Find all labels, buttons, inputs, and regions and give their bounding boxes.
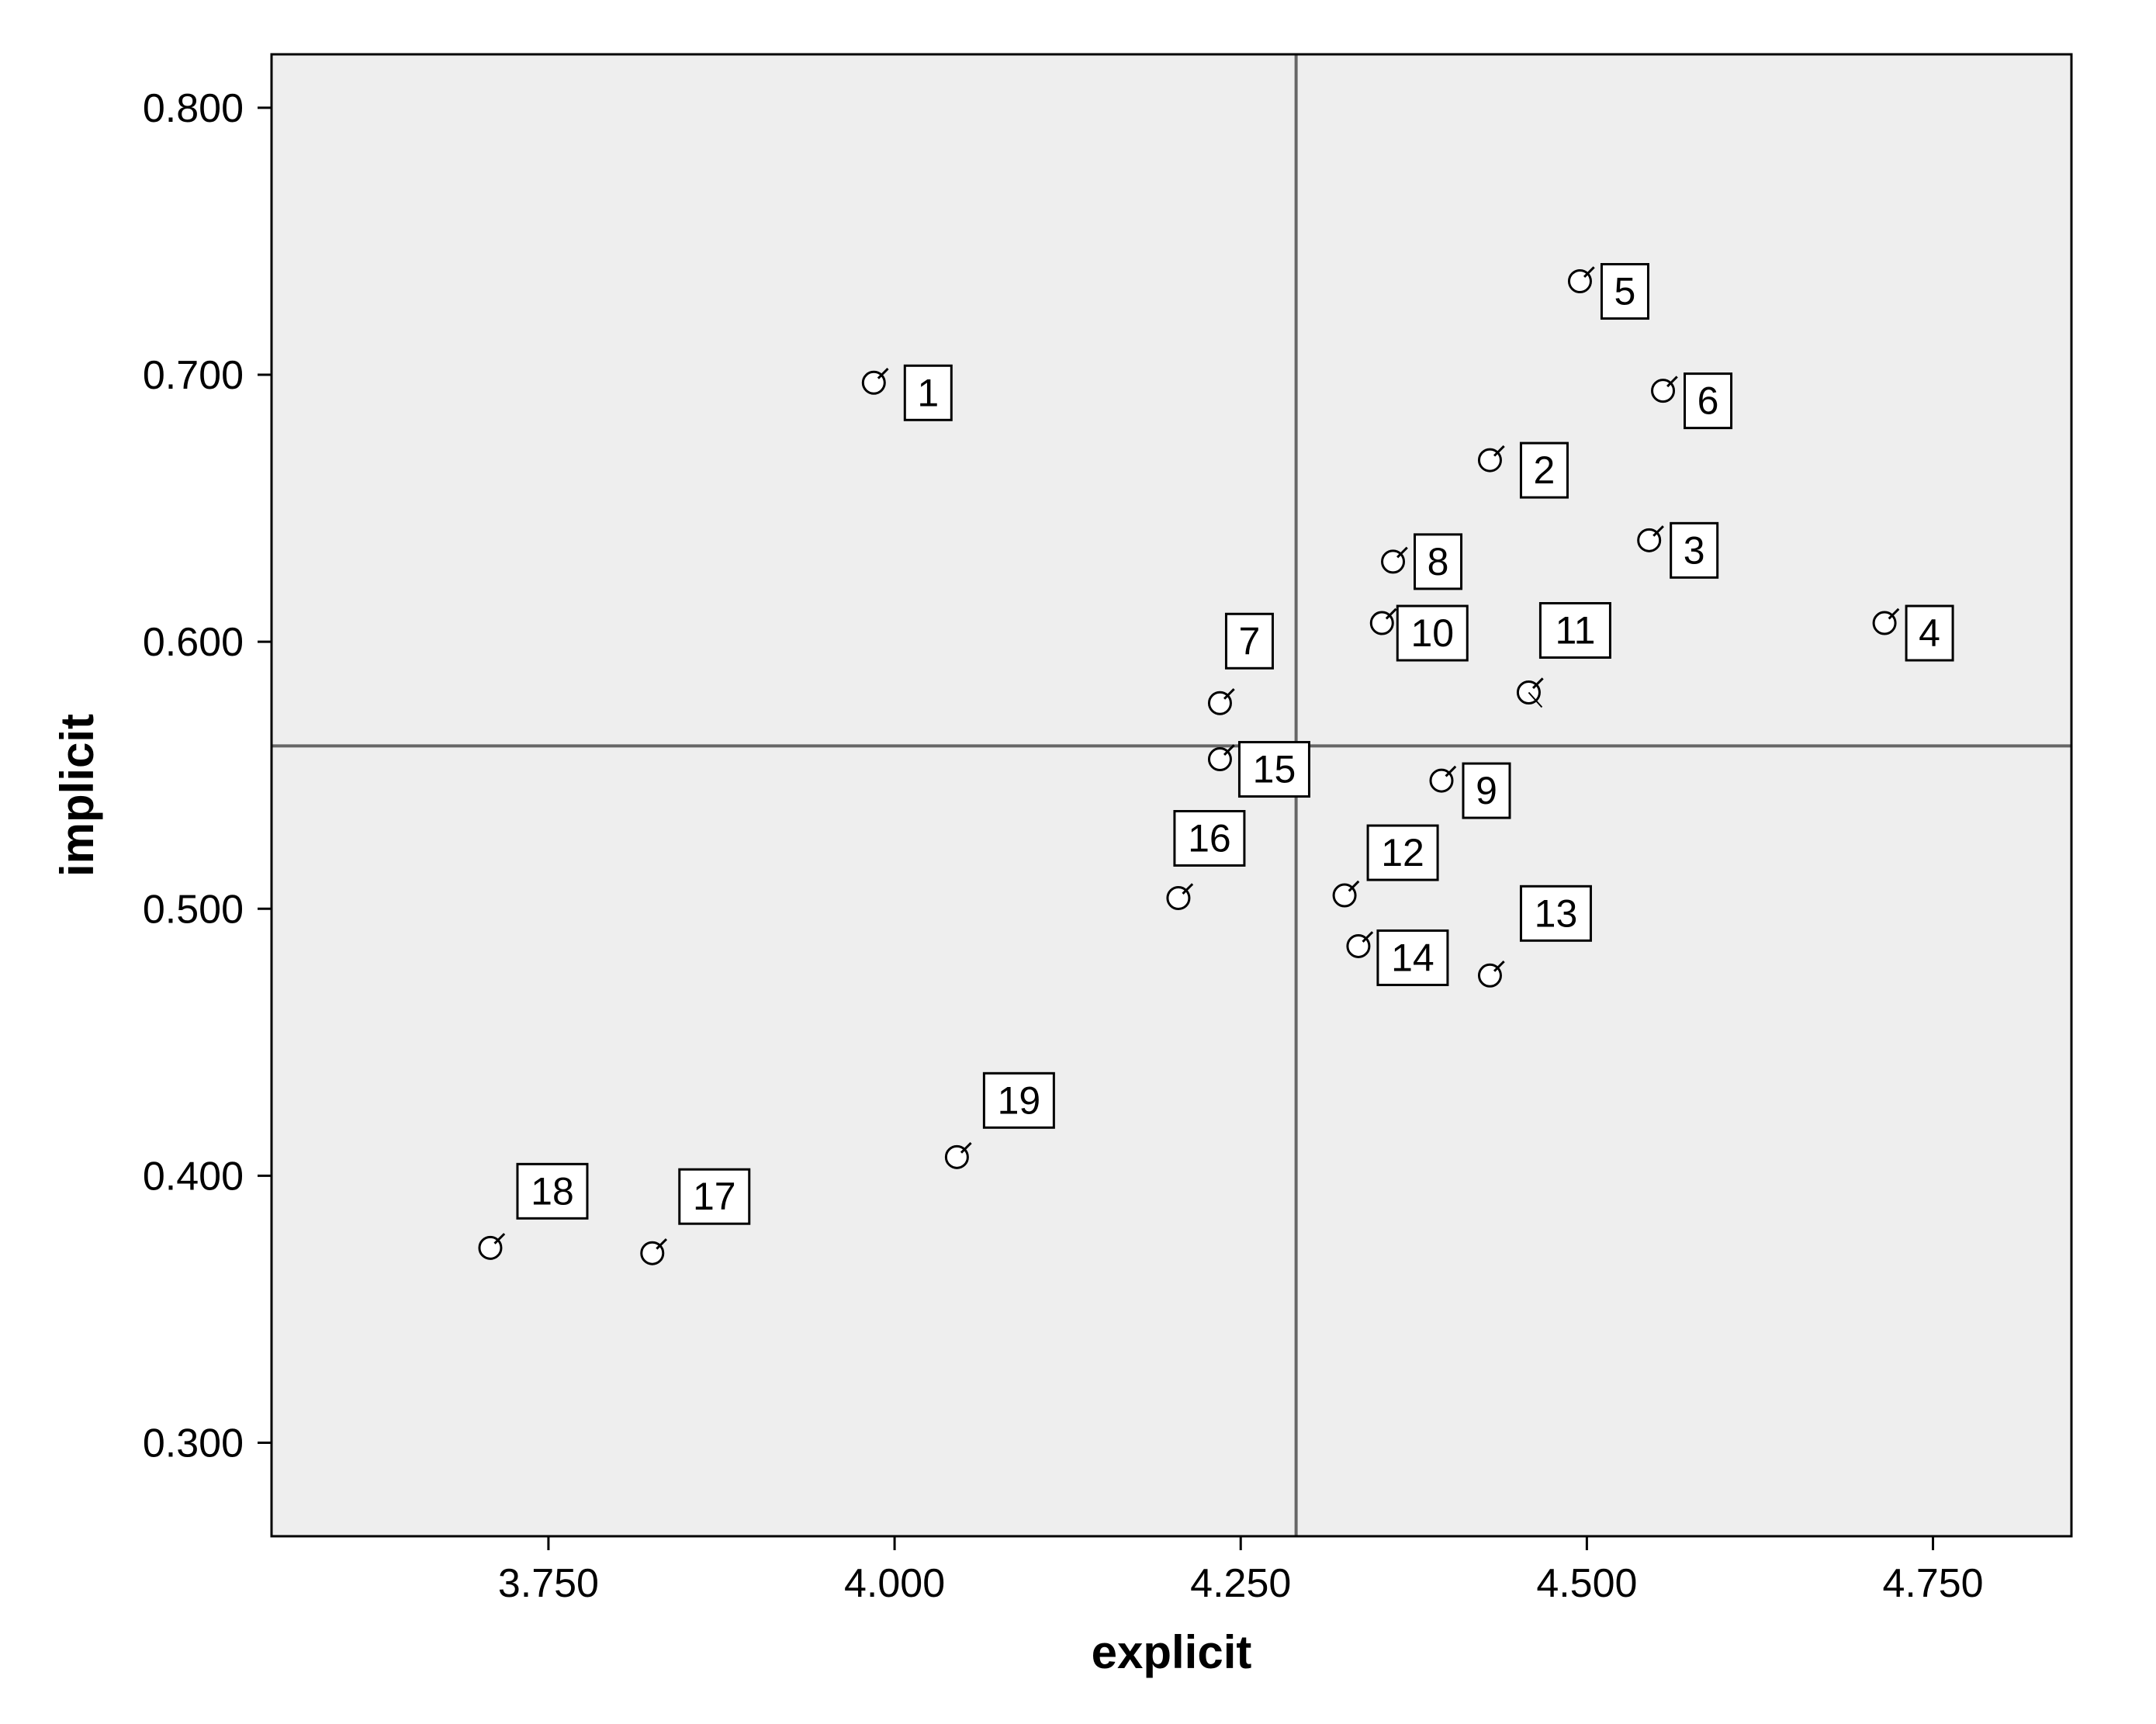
- point-label: 8: [1428, 540, 1449, 583]
- x-tick-label: 4.250: [1190, 1561, 1291, 1606]
- chart-svg: 3.750 4.000 4.250 4.500 4.750 0.300 0.400 0.500…: [0, 0, 2156, 1724]
- point-label: 9: [1476, 769, 1497, 812]
- point-label: 4: [1919, 611, 1940, 655]
- point-label: 15: [1253, 748, 1296, 791]
- point-label: 14: [1391, 936, 1434, 979]
- y-tick-label: 0.500: [143, 887, 244, 932]
- plot-area: [272, 54, 2071, 1536]
- point-label: 18: [531, 1169, 574, 1213]
- y-tick-label: 0.600: [143, 620, 244, 665]
- y-tick-label: 0.800: [143, 86, 244, 131]
- point-label: 6: [1697, 379, 1719, 423]
- point-label: 11: [1555, 609, 1595, 653]
- y-tick-label: 0.300: [143, 1421, 244, 1466]
- point-label: 13: [1535, 891, 1578, 935]
- scatter-chart: 3.750 4.000 4.250 4.500 4.750 0.300 0.400 0.500…: [0, 0, 2156, 1724]
- point-label: 5: [1614, 270, 1636, 313]
- point-label: 2: [1534, 448, 1556, 492]
- point-label: 17: [693, 1175, 736, 1218]
- point-label: 3: [1684, 528, 1705, 572]
- point-label: 7: [1239, 619, 1261, 663]
- point-label: 1: [917, 371, 939, 414]
- x-tick-label: 4.750: [1882, 1561, 1983, 1606]
- point-label: 12: [1381, 831, 1424, 874]
- point-label: 10: [1410, 611, 1454, 655]
- x-tick-label: 4.500: [1536, 1561, 1637, 1606]
- y-tick-label: 0.700: [143, 353, 244, 398]
- y-tick-label: 0.400: [143, 1154, 244, 1199]
- x-tick-label: 3.750: [498, 1561, 599, 1606]
- point-label: 19: [998, 1078, 1041, 1122]
- point-label: 16: [1188, 816, 1231, 860]
- y-axis-title: implicit: [51, 714, 103, 877]
- x-tick-label: 4.000: [844, 1561, 945, 1606]
- x-axis-title: explicit: [1092, 1626, 1252, 1678]
